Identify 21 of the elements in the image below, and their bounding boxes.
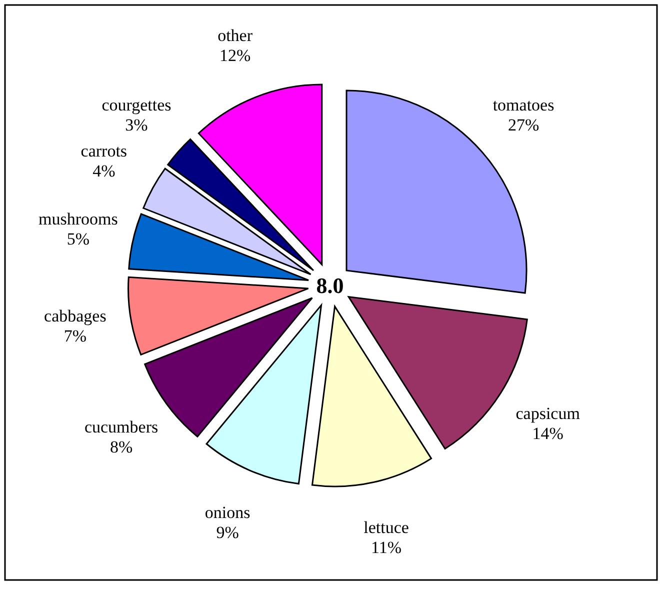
data-label: 3% — [125, 115, 148, 134]
data-label: 5% — [66, 230, 90, 249]
slice-label: carrots — [80, 142, 128, 161]
slice-label: mushrooms — [38, 210, 118, 229]
slice-label: tomatoes — [492, 95, 554, 114]
data-label: 7% — [64, 326, 87, 346]
slice-label: courgettes — [102, 95, 172, 114]
data-label: 9% — [216, 522, 239, 542]
text: 8.0 — [316, 273, 344, 298]
slice-label: lettuce — [364, 518, 409, 537]
slice-label: cucumbers — [84, 418, 158, 437]
slice-label: onions — [204, 502, 250, 522]
data-label: 4% — [92, 162, 116, 181]
slice-label: capsicum — [516, 404, 580, 424]
data-label: 11% — [371, 538, 402, 557]
slice-label: other — [218, 26, 253, 46]
data-label: 8% — [110, 438, 133, 457]
slice-label: cabbages — [44, 306, 106, 326]
data-label: 14% — [532, 424, 564, 444]
data-label: 27% — [508, 115, 540, 134]
data-label: 12% — [219, 46, 251, 66]
